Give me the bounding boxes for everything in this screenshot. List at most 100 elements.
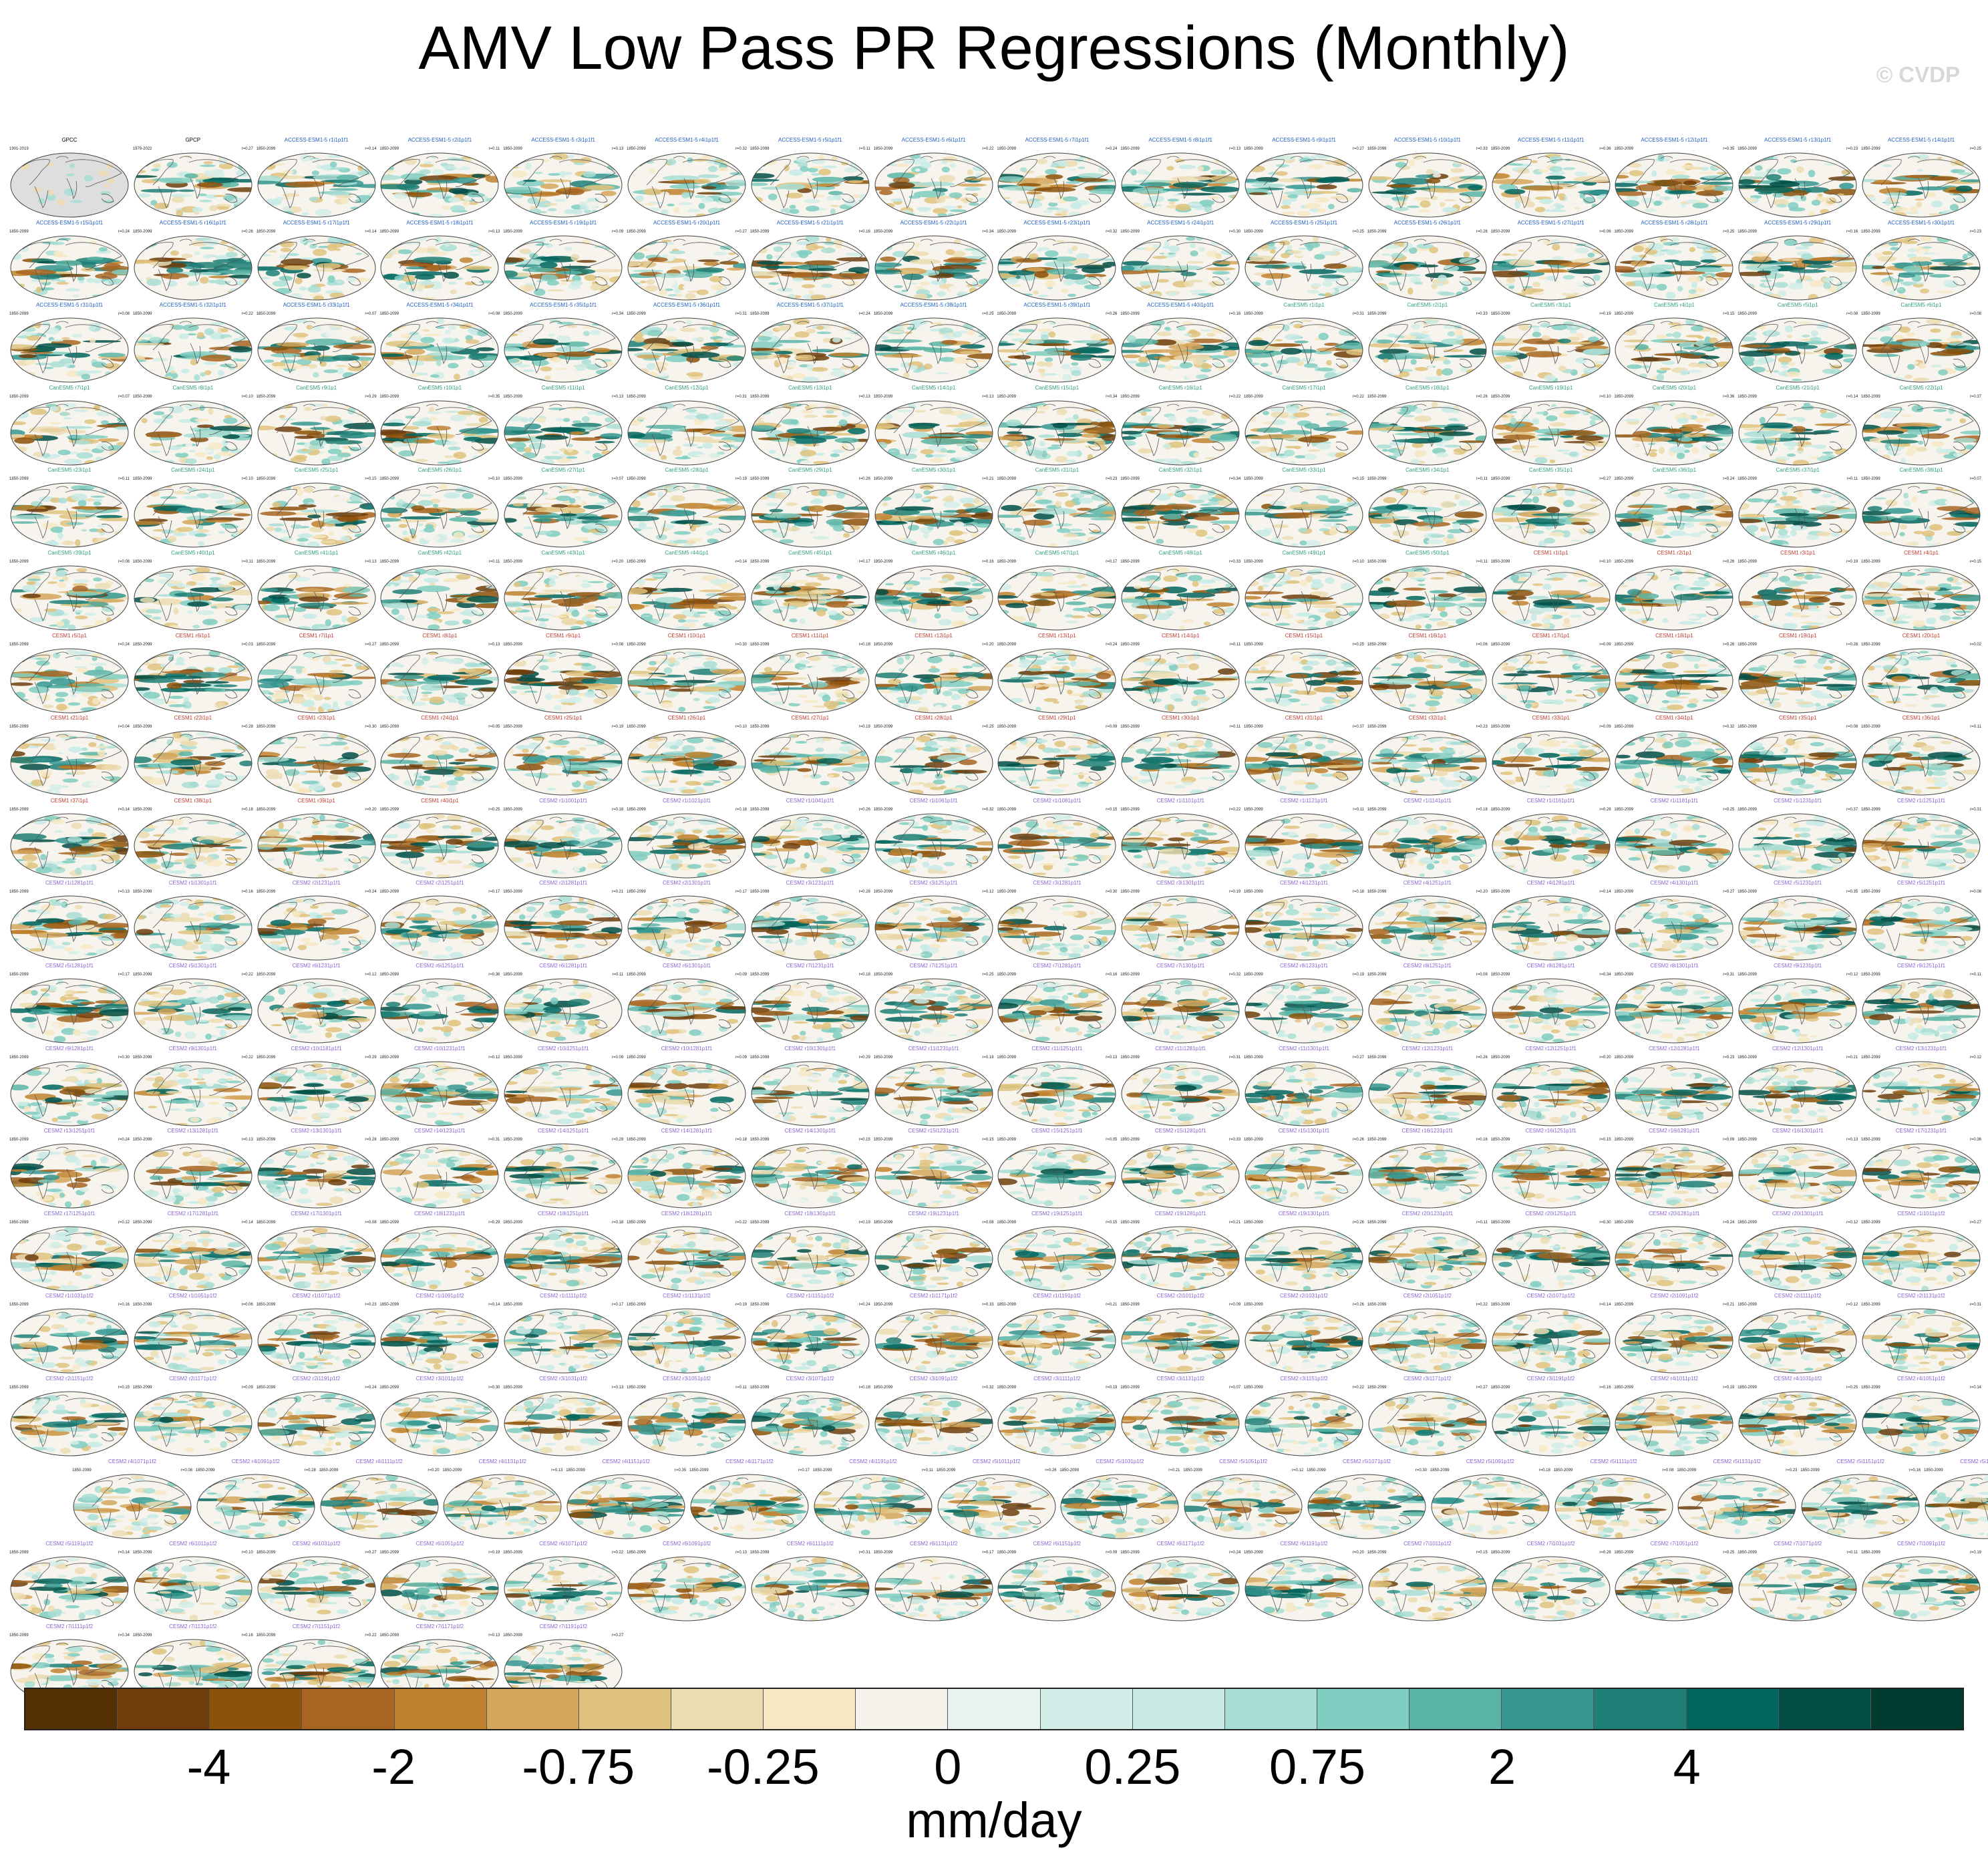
map-panel-title: CESM1 r24i1p1 <box>378 715 501 722</box>
map-panel-pattern-correlation: r=0.24 <box>118 642 130 647</box>
map-panel-pattern-correlation: r=0.11 <box>1353 807 1364 812</box>
map-panel-pattern-correlation: r=0.09 <box>1599 642 1611 647</box>
map-panel-pattern-correlation: r=0.03 <box>242 642 253 647</box>
map-panel-field <box>134 317 253 383</box>
map-panel-pattern-correlation: r=0.33 <box>1476 146 1488 152</box>
map-panel-pattern-correlation: r=0.26 <box>1045 1468 1056 1473</box>
map-panel-years: 1850-2099 <box>133 311 152 317</box>
map-panel-title: ACCESS-ESM1-5 r32i1p1f1 <box>132 302 255 309</box>
map-panel-field <box>627 1061 746 1126</box>
map-panel-years: 1850-2099 <box>627 642 646 647</box>
map-panel-field <box>196 1474 315 1539</box>
map-panel-title: CESM2 r5i1011p1f2 <box>935 1458 1058 1465</box>
map-panel-field <box>751 978 870 1044</box>
map-panel-title: CESM1 r15i1p1 <box>1242 633 1365 639</box>
map-panel-pattern-correlation: r=0.32 <box>1106 229 1117 235</box>
map-panel: ACCESS-ESM1-5 r17i1p1f1 1850-2099 r=0.14 <box>255 220 378 303</box>
map-panel-pattern-correlation: r=0.09 <box>242 1385 253 1390</box>
map-panel: CESM2 r15i1281p1f1 1850-2099 r=0.33 <box>1119 1128 1242 1211</box>
map-panel-years: 1850-2099 <box>1737 229 1757 235</box>
map-panel-title: CESM2 r10i1301p1f1 <box>749 1046 872 1052</box>
map-panel-title: CanESM5 r6i1p1 <box>1860 302 1983 309</box>
map-panel: CESM2 r12i1301p1f1 1850-2099 r=0.21 <box>1736 1046 1859 1128</box>
map-panel-pattern-correlation: r=0.23 <box>1846 146 1858 152</box>
map-panel-title: CESM2 r19i1281p1f1 <box>1119 1211 1242 1217</box>
map-panel-title: CanESM5 r3i1p1 <box>1490 302 1613 309</box>
map-panel-years: 1850-2099 <box>1491 1055 1510 1060</box>
map-panel-years: 1850-2099 <box>627 311 646 317</box>
map-panel-title: CanESM5 r23i1p1 <box>8 467 131 474</box>
map-panel-pattern-correlation: r=0.06 <box>1476 642 1488 647</box>
map-panel-pattern-correlation: r=0.19 <box>859 724 870 730</box>
colorbar-swatch <box>1594 1689 1687 1729</box>
map-panel-pattern-correlation: r=0.16 <box>1229 311 1240 317</box>
map-panel-pattern-correlation: r=0.11 <box>1970 724 1981 730</box>
map-panel: CESM2 r17i1231p1f1 1850-2099 r=0.36 <box>1860 1128 1983 1211</box>
map-panel-title: CESM2 r2i1151p1f2 <box>8 1376 131 1382</box>
map-panel-years: 1850-2099 <box>813 1468 832 1473</box>
map-panel-field <box>1738 813 1857 879</box>
map-panel-years: 1850-2099 <box>1861 1302 1880 1307</box>
map-panel: CESM2 r6i1171p1f2 1850-2099 r=0.24 <box>1119 1541 1242 1623</box>
map-panel-pattern-correlation: r=0.32 <box>735 146 747 152</box>
map-panel-title: CESM1 r13i1p1 <box>995 633 1118 639</box>
map-panel-field <box>1738 1061 1857 1126</box>
map-panel: CESM2 r1i1301p1f1 1850-2099 r=0.16 <box>132 880 255 963</box>
map-panel-field <box>10 1556 129 1621</box>
map-panel-title: CESM2 r16i1231p1f1 <box>1366 1128 1489 1134</box>
map-panel-pattern-correlation: r=0.10 <box>242 394 253 400</box>
map-panel-years: 1850-2099 <box>1614 972 1633 977</box>
map-panel-pattern-correlation: r=0.04 <box>118 724 130 730</box>
map-panel-title: ACCESS-ESM1-5 r8i1p1f1 <box>1119 137 1242 144</box>
map-panel-title: ACCESS-ESM1-5 r27i1p1f1 <box>1490 220 1613 226</box>
map-panel-years: 1850-2099 <box>9 1302 29 1307</box>
map-panel: CanESM5 r44i1p1 1850-2099 r=0.14 <box>625 550 748 633</box>
map-panel: CanESM5 r10i1p1 1850-2099 r=0.35 <box>378 385 501 468</box>
map-panel-field <box>627 813 746 879</box>
map-panel: ACCESS-ESM1-5 r5i1p1f1 1850-2099 r=0.11 <box>749 137 872 220</box>
map-panel-years: 1850-2099 <box>627 394 646 400</box>
map-panel-title: CESM1 r23i1p1 <box>255 715 378 722</box>
map-panel: ACCESS-ESM1-5 r23i1p1f1 1850-2099 r=0.32 <box>995 220 1118 303</box>
map-panel: CESM2 r15i1231p1f1 1850-2099 r=0.15 <box>872 1128 995 1211</box>
map-panel: CanESM5 r16i1p1 1850-2099 r=0.22 <box>1119 385 1242 468</box>
map-panel-field <box>1121 1226 1240 1291</box>
map-panel: CESM2 r1i1171p1f2 1850-2099 r=0.33 <box>872 1293 995 1376</box>
map-panel-pattern-correlation: r=0.24 <box>118 229 130 235</box>
map-panel-field <box>1492 1556 1611 1621</box>
map-panel-pattern-correlation: r=0.11 <box>859 146 870 152</box>
map-panel-years: 1850-2099 <box>750 476 770 482</box>
map-panel-years: 1850-2099 <box>503 972 522 977</box>
map-panel: CESM2 r3i1251p1f1 1850-2099 r=0.12 <box>872 880 995 963</box>
map-panel-title: ACCESS-ESM1-5 r18i1p1f1 <box>378 220 501 226</box>
map-panel: ACCESS-ESM1-5 r7i1p1f1 1850-2099 r=0.24 <box>995 137 1118 220</box>
map-panel: ACCESS-ESM1-5 r36i1p1f1 1850-2099 r=0.31 <box>625 302 748 385</box>
map-panel-pattern-correlation: r=0.13 <box>488 229 500 235</box>
map-panel-field <box>1738 1143 1857 1209</box>
map-panel-field <box>690 1474 809 1539</box>
map-panel-field <box>1492 1391 1611 1456</box>
map-panel: CanESM5 r39i1p1 1850-2099 r=0.08 <box>8 550 131 633</box>
map-panel-title: CanESM5 r29i1p1 <box>749 467 872 474</box>
map-panel-years: 1850-2099 <box>750 1055 770 1060</box>
map-panel: CESM2 r3i1151p1f2 1850-2099 r=0.22 <box>1242 1376 1365 1458</box>
map-panel-field <box>1492 235 1611 301</box>
map-panel-pattern-correlation: r=0.11 <box>1229 642 1240 647</box>
map-panel-field <box>1121 1308 1240 1374</box>
map-panel-title: CESM1 r16i1p1 <box>1366 633 1489 639</box>
map-panel: CESM2 r20i1251p1f1 1850-2099 r=0.30 <box>1490 1211 1613 1293</box>
map-panel: ACCESS-ESM1-5 r35i1p1f1 1850-2099 r=0.34 <box>502 302 625 385</box>
map-panel-field <box>257 1226 376 1291</box>
map-panel-pattern-correlation: r=0.11 <box>1970 972 1981 977</box>
map-panel-field <box>1615 813 1733 879</box>
map-panel: CESM1 r1i1p1 1850-2099 r=0.10 <box>1490 550 1613 633</box>
map-panel-years: 1850-2099 <box>1491 1137 1510 1142</box>
map-panel: CESM2 r10i1251p1f1 1850-2099 r=0.09 <box>502 1046 625 1128</box>
map-panel-title: ACCESS-ESM1-5 r11i1p1f1 <box>1490 137 1613 144</box>
map-panel-field <box>751 1061 870 1126</box>
map-panel-years: 1850-2099 <box>1244 972 1263 977</box>
map-panel-title: CESM2 r8i1251p1f1 <box>1366 963 1489 969</box>
map-panel-pattern-correlation: r=0.30 <box>1106 889 1117 895</box>
map-panel: CESM2 r5i1301p1f1 1850-2099 r=0.22 <box>132 963 255 1046</box>
map-panel-title: CESM2 r4i1031p1f2 <box>1736 1376 1859 1382</box>
